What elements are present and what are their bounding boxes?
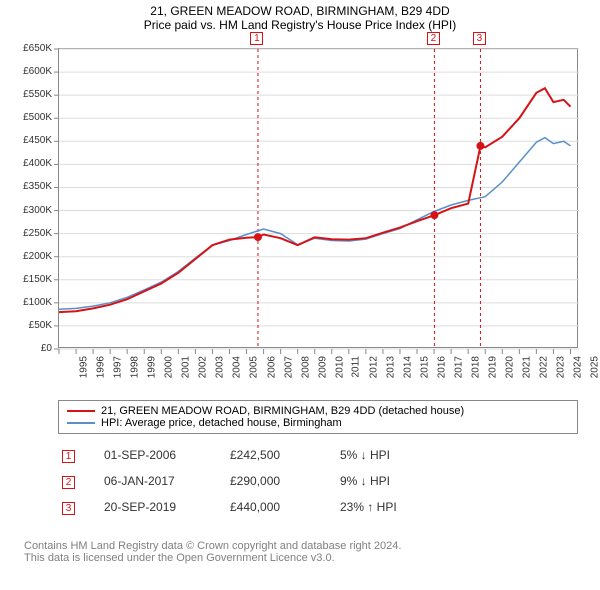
transaction-row: 1 01-SEP-2006 £242,500 5% ↓ HPI: [0, 448, 600, 474]
legend-box: 21, GREEN MEADOW ROAD, BIRMINGHAM, B29 4…: [58, 400, 578, 434]
x-tick-label: 2002: [198, 356, 209, 378]
y-tick-label: £50K: [0, 320, 52, 331]
x-tick-label: 2003: [215, 356, 226, 378]
transaction-price: £440,000: [230, 500, 280, 514]
x-tick-label: 2008: [300, 356, 311, 378]
y-tick-label: £400K: [0, 158, 52, 169]
transaction-delta: 5% ↓ HPI: [340, 448, 390, 462]
y-tick-label: £100K: [0, 297, 52, 308]
x-tick-label: 2019: [487, 356, 498, 378]
y-tick-label: £500K: [0, 112, 52, 123]
x-tick-label: 2017: [453, 356, 464, 378]
x-tick-label: 2000: [163, 356, 174, 378]
transaction-date: 06-JAN-2017: [104, 474, 175, 488]
x-tick-label: 2007: [283, 356, 294, 378]
transaction-marker: 2: [62, 476, 75, 489]
transaction-price: £242,500: [230, 448, 280, 462]
y-tick-label: £0: [0, 343, 52, 354]
transaction-marker: 3: [62, 502, 75, 515]
x-tick-label: 2023: [556, 356, 567, 378]
transaction-marker: 2: [427, 32, 440, 45]
transaction-row: 2 06-JAN-2017 £290,000 9% ↓ HPI: [0, 474, 600, 500]
transaction-row: 3 20-SEP-2019 £440,000 23% ↑ HPI: [0, 500, 600, 526]
y-tick-label: £650K: [0, 43, 52, 54]
transaction-date: 20-SEP-2019: [104, 500, 176, 514]
x-tick-label: 2006: [266, 356, 277, 378]
transaction-marker: 3: [473, 32, 486, 45]
x-tick-label: 2015: [419, 356, 430, 378]
transaction-date: 01-SEP-2006: [104, 448, 176, 462]
x-tick-label: 2010: [334, 356, 345, 378]
x-tick-label: 1996: [95, 356, 106, 378]
x-tick-label: 2024: [573, 356, 584, 378]
y-tick-label: £300K: [0, 205, 52, 216]
x-tick-label: 1995: [78, 356, 89, 378]
title-line-1: 21, GREEN MEADOW ROAD, BIRMINGHAM, B29 4…: [0, 4, 600, 18]
x-tick-label: 2016: [436, 356, 447, 378]
legend-row: 21, GREEN MEADOW ROAD, BIRMINGHAM, B29 4…: [67, 405, 569, 417]
x-tick-label: 2020: [504, 356, 515, 378]
y-tick-label: £150K: [0, 274, 52, 285]
x-tick-label: 2018: [470, 356, 481, 378]
x-tick-label: 2014: [402, 356, 413, 378]
legend-row: HPI: Average price, detached house, Birm…: [67, 417, 569, 429]
footer-line-2: This data is licensed under the Open Gov…: [24, 552, 401, 564]
legend-swatch: [67, 410, 95, 412]
x-tick-label: 2005: [249, 356, 260, 378]
legend-swatch: [67, 422, 95, 424]
y-tick-label: £550K: [0, 89, 52, 100]
x-tick-label: 2013: [385, 356, 396, 378]
y-tick-label: £350K: [0, 181, 52, 192]
page-root: 21, GREEN MEADOW ROAD, BIRMINGHAM, B29 4…: [0, 0, 600, 590]
x-tick-label: 2025: [590, 356, 600, 378]
transaction-price: £290,000: [230, 474, 280, 488]
x-tick-label: 1997: [112, 356, 123, 378]
x-tick-label: 2004: [232, 356, 243, 378]
title-line-2: Price paid vs. HM Land Registry's House …: [0, 18, 600, 32]
x-tick-label: 1999: [146, 356, 157, 378]
x-tick-label: 2011: [350, 356, 361, 378]
x-tick-label: 2001: [181, 356, 192, 378]
y-tick-label: £600K: [0, 66, 52, 77]
y-tick-label: £250K: [0, 228, 52, 239]
x-tick-label: 2012: [368, 356, 379, 378]
x-tick-label: 2021: [522, 356, 533, 378]
y-tick-label: £200K: [0, 251, 52, 262]
y-tick-label: £450K: [0, 135, 52, 146]
footer-block: Contains HM Land Registry data © Crown c…: [24, 540, 401, 564]
x-tick-label: 1998: [129, 356, 140, 378]
title-block: 21, GREEN MEADOW ROAD, BIRMINGHAM, B29 4…: [0, 0, 600, 32]
footer-line-1: Contains HM Land Registry data © Crown c…: [24, 540, 401, 552]
transaction-delta: 9% ↓ HPI: [340, 474, 390, 488]
transaction-marker: 1: [250, 32, 263, 45]
transaction-marker: 1: [62, 450, 75, 463]
legend-label: 21, GREEN MEADOW ROAD, BIRMINGHAM, B29 4…: [101, 405, 464, 417]
x-tick-label: 2009: [317, 356, 328, 378]
chart-plot-area: [58, 48, 578, 348]
legend-label: HPI: Average price, detached house, Birm…: [101, 417, 342, 429]
transaction-delta: 23% ↑ HPI: [340, 500, 397, 514]
chart-svg: [59, 49, 579, 349]
x-tick-label: 2022: [539, 356, 550, 378]
